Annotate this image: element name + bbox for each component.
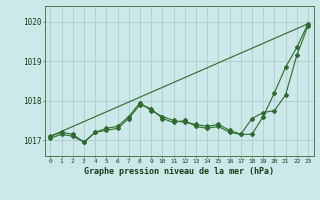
- X-axis label: Graphe pression niveau de la mer (hPa): Graphe pression niveau de la mer (hPa): [84, 167, 274, 176]
